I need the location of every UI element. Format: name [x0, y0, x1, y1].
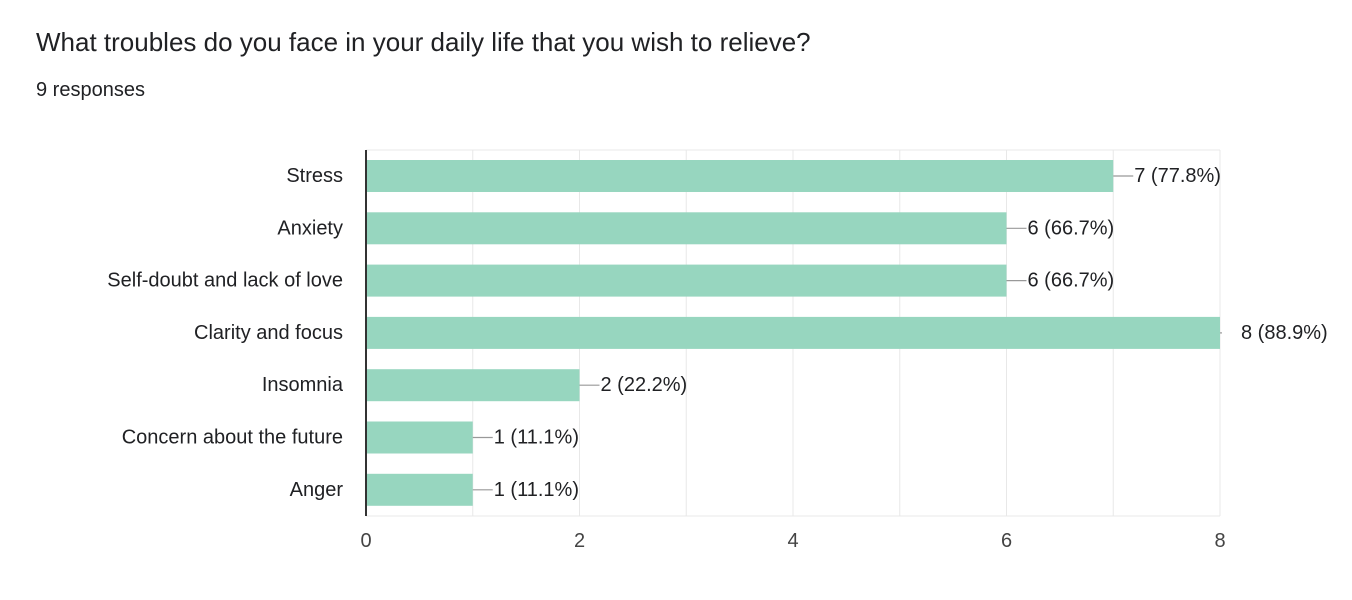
bar-anger — [366, 473, 473, 506]
question-title: What troubles do you face in your daily … — [36, 27, 811, 57]
data-label: 1 (11.1%) — [494, 479, 579, 501]
category-label: Anger — [290, 479, 344, 501]
bar-anxiety — [366, 212, 1007, 245]
data-label: 8 (88.9%) — [1241, 322, 1328, 344]
bar-concern-about-the-future — [366, 421, 473, 454]
category-label: Clarity and focus — [194, 322, 343, 344]
x-tick-label: 0 — [360, 530, 371, 552]
x-tick-label: 8 — [1214, 530, 1225, 552]
data-label: 1 (11.1%) — [494, 427, 579, 449]
x-tick-label: 2 — [574, 530, 585, 552]
data-label: 7 (77.8%) — [1134, 165, 1221, 187]
labels: Stress 7 (77.8%) Anxiety 6 (66.7%) Self-doub… — [107, 165, 1327, 552]
bars — [366, 160, 1220, 506]
bar-insomnia — [366, 369, 580, 402]
data-label: 2 (22.2%) — [601, 374, 688, 396]
bar-clarity-and-focus — [366, 316, 1220, 349]
category-label: Self-doubt and lack of love — [107, 270, 343, 292]
data-label: 6 (66.7%) — [1028, 217, 1115, 239]
x-tick-label: 4 — [787, 530, 798, 552]
category-label: Insomnia — [262, 374, 344, 396]
category-label: Stress — [286, 165, 343, 187]
label-connectors — [472, 175, 1222, 491]
bar-stress — [366, 160, 1114, 192]
data-label: 6 (66.7%) — [1028, 270, 1115, 292]
bar-self-doubt-and-lack-of-love — [366, 264, 1007, 297]
category-label: Anxiety — [277, 217, 343, 239]
response-count: 9 responses — [36, 79, 145, 101]
x-tick-label: 6 — [1001, 530, 1012, 552]
category-label: Concern about the future — [122, 427, 343, 449]
